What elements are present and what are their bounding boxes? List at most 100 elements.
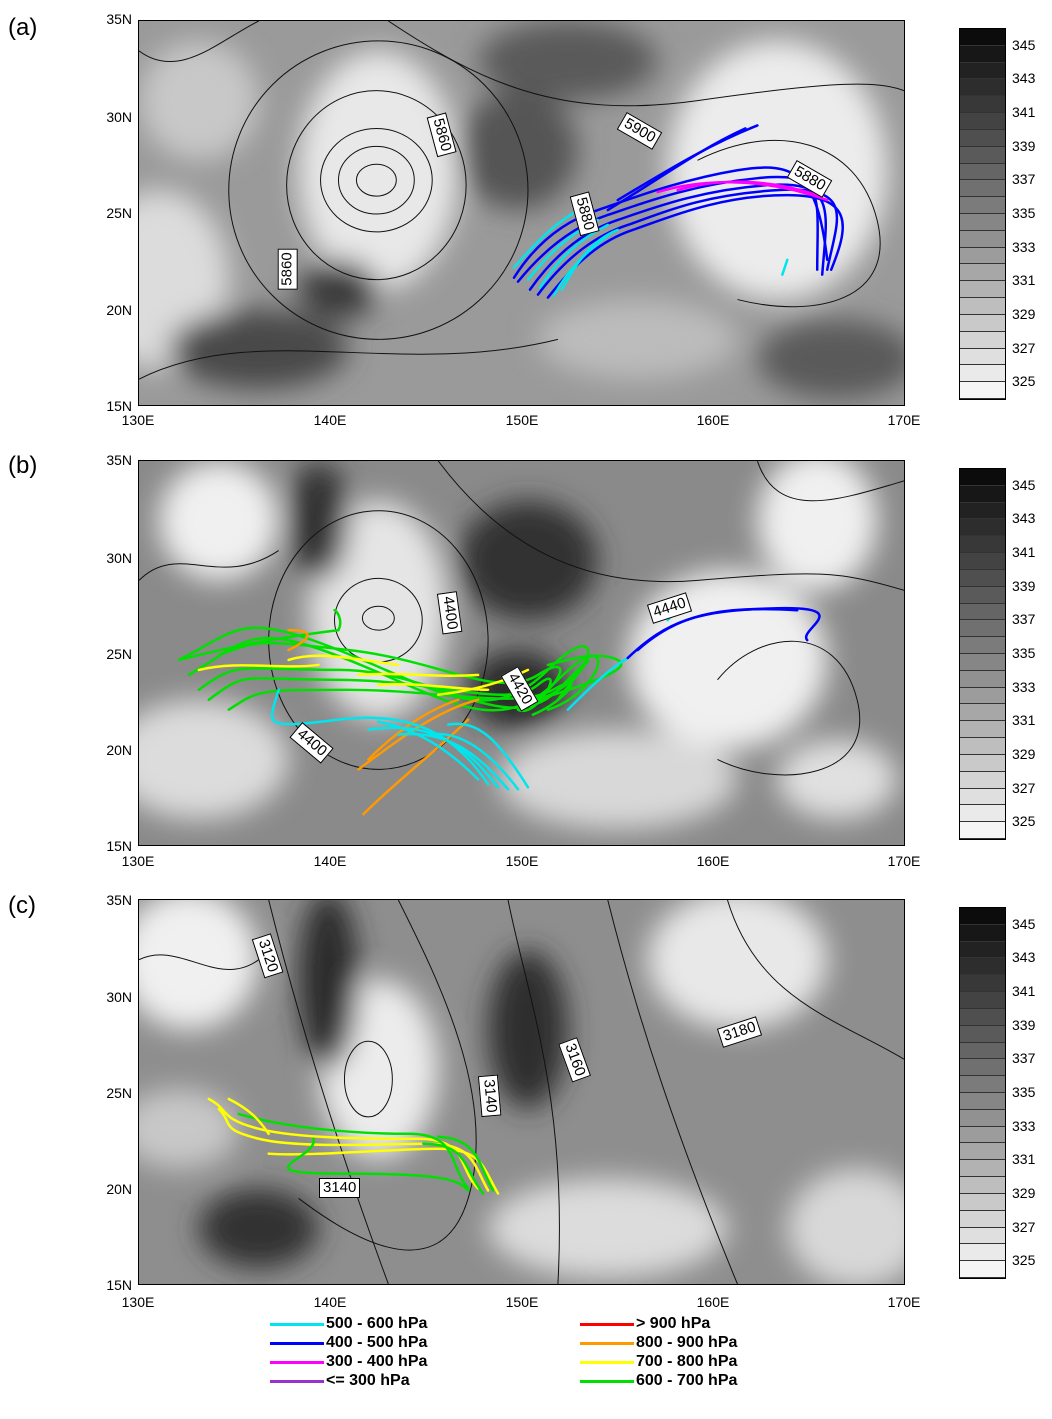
colorbar-cell: [960, 180, 1005, 198]
colorbar-tick: 337: [1012, 611, 1036, 628]
legend-item: 600 - 700 hPa: [580, 1372, 737, 1390]
colorbar-tick: 343: [1012, 70, 1036, 87]
colorbar-tick: 331: [1012, 712, 1036, 729]
colorbar-tick: 325: [1012, 813, 1036, 830]
x-tick: 150E: [505, 1294, 539, 1310]
x-tick: 130E: [121, 853, 155, 869]
legend-swatch: [270, 1379, 324, 1383]
colorbar-cell: [960, 536, 1005, 554]
colorbar-cell: [960, 654, 1005, 671]
legend-swatch: [580, 1379, 634, 1383]
colorbar-cell: [960, 197, 1005, 214]
x-tick: 160E: [696, 853, 730, 869]
colorbar-tick: 333: [1012, 238, 1036, 255]
y-tick: 35N: [106, 892, 132, 908]
colorbar-tick: 329: [1012, 305, 1036, 322]
colorbar-cell: [960, 348, 1005, 366]
y-tick: 15N: [106, 838, 132, 854]
colorbar-cell: [960, 908, 1005, 925]
colorbar-cell: [960, 822, 1005, 839]
legend-label: > 900 hPa: [636, 1315, 711, 1332]
colorbar-cell: [960, 1193, 1005, 1211]
colorbar-tick: 339: [1012, 577, 1036, 594]
colorbar-cell: [960, 45, 1005, 63]
y-tick: 30N: [106, 989, 132, 1005]
y-tick: 35N: [106, 11, 132, 27]
colorbar-tick: 333: [1012, 678, 1036, 695]
x-tick: 140E: [313, 1294, 347, 1310]
colorbar-tick: 331: [1012, 1151, 1036, 1168]
y-tick: 25N: [106, 646, 132, 662]
colorbar-tick: 335: [1012, 205, 1036, 221]
colorbar-cell: [960, 1008, 1005, 1026]
map-b-svg: [139, 461, 904, 845]
legend-swatch: [580, 1341, 634, 1345]
colorbar-cell: [960, 314, 1005, 332]
legend-item: 800 - 900 hPa: [580, 1334, 737, 1352]
colorbar-cell: [960, 298, 1005, 315]
x-tick: 150E: [505, 412, 539, 428]
y-tick: 20N: [106, 1181, 132, 1197]
colorbar-cell: [960, 502, 1005, 520]
map-panel-b: 4400 4440 4400 4420: [138, 460, 905, 846]
x-tick: 140E: [313, 412, 347, 428]
x-tick: 150E: [505, 853, 539, 869]
legend-label: 300 - 400 hPa: [326, 1353, 428, 1370]
colorbar-tick: 329: [1012, 1184, 1036, 1201]
colorbar-tick: 329: [1012, 745, 1036, 762]
legend-swatch: [270, 1360, 324, 1364]
colorbar-tick: 327: [1012, 1218, 1036, 1235]
colorbar-cell: [960, 214, 1005, 231]
x-tick: 160E: [696, 412, 730, 428]
trajectories-b: [177, 599, 821, 816]
colorbar-cell: [960, 113, 1005, 130]
colorbar-cell: [960, 96, 1005, 114]
colorbar-cell: [960, 1143, 1005, 1161]
legend-item: 400 - 500 hPa: [270, 1334, 427, 1352]
colorbar-tick: 331: [1012, 272, 1036, 289]
y-tick: 30N: [106, 109, 132, 125]
legend-item: 500 - 600 hPa: [270, 1315, 427, 1333]
colorbar-cell: [960, 1210, 1005, 1228]
x-tick: 130E: [121, 1294, 155, 1310]
colorbar-cell: [960, 485, 1005, 503]
colorbar-tick: 325: [1012, 1252, 1036, 1269]
colorbar-cell: [960, 365, 1005, 383]
colorbar-a: [959, 28, 1006, 400]
colorbar-cell: [960, 1160, 1005, 1178]
colorbar-cell: [960, 603, 1005, 621]
colorbar-tick: 341: [1012, 983, 1036, 1000]
colorbar-cell: [960, 992, 1005, 1009]
x-tick: 130E: [121, 412, 155, 428]
colorbar-tick: 327: [1012, 339, 1036, 356]
colorbar-cell: [960, 1244, 1005, 1262]
colorbar-tick: 343: [1012, 949, 1036, 966]
map-panel-c: 3120 3140 3160 3180 3140: [138, 899, 905, 1285]
legend-item: > 900 hPa: [580, 1315, 710, 1333]
legend-item: 300 - 400 hPa: [270, 1353, 427, 1371]
colorbar-cell: [960, 230, 1005, 248]
colorbar-cell: [960, 264, 1005, 282]
colorbar-cell: [960, 941, 1005, 959]
colorbar-cell: [960, 281, 1005, 299]
y-tick: 15N: [106, 398, 132, 414]
colorbar-cell: [960, 1126, 1005, 1144]
y-tick: 20N: [106, 742, 132, 758]
colorbar-cell: [960, 382, 1005, 399]
contour-label-c5: 3140: [319, 1178, 361, 1198]
colorbar-cell: [960, 1076, 1005, 1093]
x-tick: 160E: [696, 1294, 730, 1310]
legend-label: 500 - 600 hPa: [326, 1315, 428, 1332]
colorbar-tick: 339: [1012, 1016, 1036, 1033]
legend-label: 400 - 500 hPa: [326, 1334, 428, 1351]
colorbar-tick: 341: [1012, 104, 1036, 121]
map-c-svg: [139, 900, 904, 1284]
colorbar-cell: [960, 670, 1005, 688]
colorbar-tick: 339: [1012, 137, 1036, 154]
colorbar-cell: [960, 704, 1005, 722]
colorbar-tick: 337: [1012, 1050, 1036, 1067]
colorbar-cell: [960, 637, 1005, 654]
x-tick: 170E: [887, 1294, 921, 1310]
y-tick: 20N: [106, 302, 132, 318]
colorbar-cell: [960, 738, 1005, 755]
